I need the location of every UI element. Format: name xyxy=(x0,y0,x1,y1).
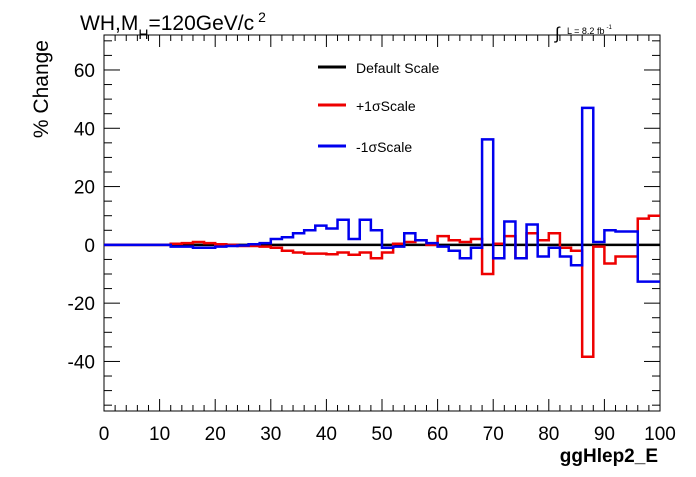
y-tick-label: -20 xyxy=(68,294,95,315)
legend: Default Scale +1σScale -1σScale xyxy=(318,60,439,155)
series-minus-1sigma-line xyxy=(104,106,660,283)
series-layer xyxy=(104,106,660,359)
y-tick-label: 40 xyxy=(74,119,95,140)
luminosity-label: L = 8.2 fb -1 xyxy=(567,25,612,36)
x-axis-ticks xyxy=(103,35,661,411)
y-axis-tick-labels: -40 -20 0 20 40 60 xyxy=(68,61,95,373)
series-plus-1sigma-line xyxy=(104,214,660,359)
y-tick-label: 60 xyxy=(74,61,95,82)
y-tick-label: 0 xyxy=(84,236,95,257)
x-tick-label: 60 xyxy=(427,424,448,445)
x-tick-label: 100 xyxy=(644,424,676,445)
x-tick-label: 40 xyxy=(316,424,337,445)
x-tick-label: 0 xyxy=(99,424,110,445)
x-tick-label: 10 xyxy=(149,424,170,445)
x-axis-tick-labels: 0 10 20 30 40 50 60 70 80 90 100 xyxy=(99,424,676,445)
x-tick-label: 90 xyxy=(594,424,615,445)
x-tick-label: 70 xyxy=(483,424,504,445)
x-axis-title: ggHlep2_E xyxy=(560,446,658,467)
y-tick-label: 20 xyxy=(74,178,95,199)
x-tick-label: 80 xyxy=(538,424,559,445)
chart-title: WH,MH=120GeV/c 2 xyxy=(80,9,266,42)
x-tick-label: 30 xyxy=(260,424,281,445)
y-tick-label: -40 xyxy=(68,352,95,373)
legend-label-minus-1sigma: -1σScale xyxy=(356,139,412,155)
x-tick-label: 20 xyxy=(205,424,226,445)
integral-symbol: ∫ xyxy=(554,24,561,43)
legend-label-default-scale: Default Scale xyxy=(356,60,439,76)
y-axis-title: % Change xyxy=(30,40,53,138)
legend-label-plus-1sigma: +1σScale xyxy=(356,98,416,114)
x-tick-label: 50 xyxy=(371,424,392,445)
